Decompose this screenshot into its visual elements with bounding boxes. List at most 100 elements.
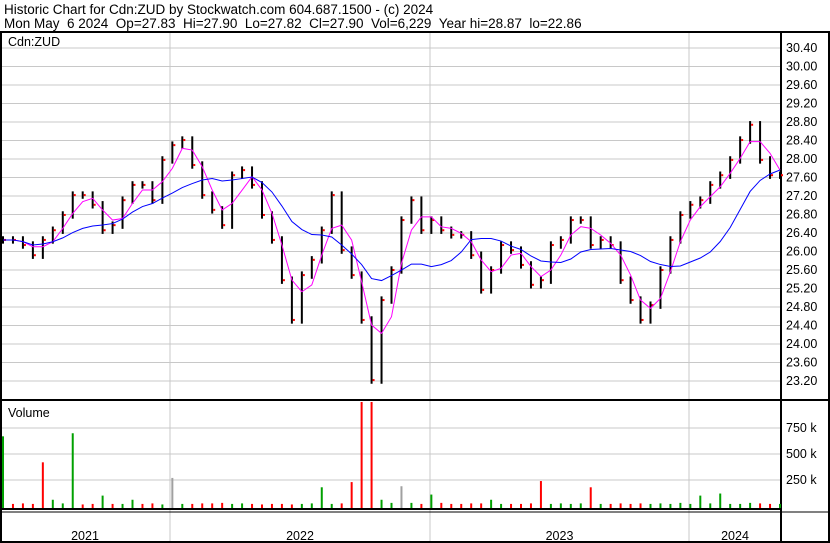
year-tick-label: 2021 <box>71 529 99 543</box>
close-marker <box>502 244 505 247</box>
close-marker <box>781 174 783 177</box>
close-marker <box>292 318 295 321</box>
close-marker <box>352 274 355 277</box>
close-marker <box>741 139 744 142</box>
price-tick-label: 24.40 <box>786 319 817 333</box>
close-marker <box>342 249 345 252</box>
volume-tick-label: 250 k <box>786 473 817 487</box>
close-marker <box>243 169 246 172</box>
price-tick-label: 27.20 <box>786 189 817 203</box>
close-marker <box>253 183 256 186</box>
close-marker <box>522 263 524 266</box>
close-marker <box>531 283 534 286</box>
price-tick-label: 23.20 <box>786 374 817 388</box>
close-marker <box>651 304 654 307</box>
close-marker <box>43 238 46 241</box>
close-marker <box>711 183 714 186</box>
year-tick-label: 2022 <box>286 529 314 543</box>
close-marker <box>153 199 156 202</box>
close-marker <box>512 249 515 252</box>
price-tick-label: 29.60 <box>786 78 817 92</box>
volume-tick-label: 750 k <box>786 421 817 435</box>
price-tick-label: 24.00 <box>786 337 817 351</box>
price-tick-label: 27.60 <box>786 171 817 185</box>
symbol-label: Cdn:ZUD <box>8 35 60 49</box>
close-marker <box>631 299 634 302</box>
close-marker <box>53 229 56 232</box>
close-marker <box>223 224 226 227</box>
close-marker <box>571 219 574 222</box>
year-tick-label: 2024 <box>721 529 749 543</box>
close-marker <box>492 269 495 271</box>
close-marker <box>63 213 66 216</box>
close-marker <box>93 203 96 206</box>
price-tick-label: 28.80 <box>786 115 817 129</box>
close-marker <box>641 318 644 321</box>
close-marker <box>372 379 375 382</box>
price-tick-label: 23.60 <box>786 356 817 370</box>
close-marker <box>432 219 435 222</box>
close-marker <box>143 183 146 186</box>
close-marker <box>322 229 325 232</box>
close-marker <box>173 144 176 147</box>
close-marker <box>691 203 694 206</box>
close-marker <box>581 219 584 222</box>
close-marker <box>472 254 475 257</box>
close-marker <box>771 174 774 177</box>
close-marker <box>163 158 166 161</box>
close-marker <box>452 233 455 236</box>
close-marker <box>263 213 265 216</box>
close-marker <box>442 229 445 232</box>
price-tick-label: 25.60 <box>786 263 817 277</box>
close-marker <box>392 269 395 271</box>
chart-title: Historic Chart for Cdn:ZUD by Stockwatch… <box>4 2 434 17</box>
close-marker <box>482 288 485 291</box>
price-tick-label: 30.00 <box>786 60 817 74</box>
close-marker <box>73 194 76 197</box>
close-marker <box>591 244 594 247</box>
close-marker <box>33 254 36 257</box>
close-marker <box>83 194 86 197</box>
volume-label: Volume <box>8 406 50 420</box>
price-tick-label: 25.20 <box>786 282 817 296</box>
close-marker <box>133 183 136 186</box>
year-tick-label: 2023 <box>546 529 574 543</box>
close-marker <box>213 208 216 211</box>
close-marker <box>402 219 405 222</box>
close-marker <box>302 274 305 277</box>
close-marker <box>422 229 425 232</box>
close-marker <box>721 174 724 177</box>
price-tick-label: 26.00 <box>786 245 817 259</box>
close-marker <box>23 244 26 247</box>
price-tick-label: 26.80 <box>786 208 817 222</box>
close-marker <box>671 238 674 241</box>
price-tick-label: 24.80 <box>786 300 817 314</box>
close-marker <box>233 174 236 177</box>
close-marker <box>113 224 116 227</box>
short-moving-average-line <box>3 141 781 335</box>
close-marker <box>751 123 754 126</box>
price-tick-label: 30.40 <box>786 41 817 55</box>
close-marker <box>661 269 664 271</box>
close-marker <box>601 238 604 241</box>
close-marker <box>681 213 684 216</box>
close-marker <box>362 318 365 321</box>
close-marker <box>103 229 106 232</box>
close-marker <box>412 199 415 202</box>
close-marker <box>193 164 196 167</box>
price-tick-label: 28.40 <box>786 134 817 148</box>
close-marker <box>332 194 335 197</box>
close-marker <box>282 279 285 282</box>
close-marker <box>551 244 554 247</box>
close-marker <box>701 199 704 202</box>
close-marker <box>561 238 564 241</box>
quote-summary: Mon May 6 2024 Op=27.83 Hi=27.90 Lo=27.8… <box>4 16 582 31</box>
close-marker <box>541 279 544 282</box>
price-tick-label: 28.00 <box>786 152 817 166</box>
long-moving-average-line <box>3 169 781 282</box>
close-marker <box>183 139 186 142</box>
close-marker <box>123 199 126 202</box>
price-tick-label: 26.40 <box>786 226 817 240</box>
close-marker <box>203 194 206 197</box>
